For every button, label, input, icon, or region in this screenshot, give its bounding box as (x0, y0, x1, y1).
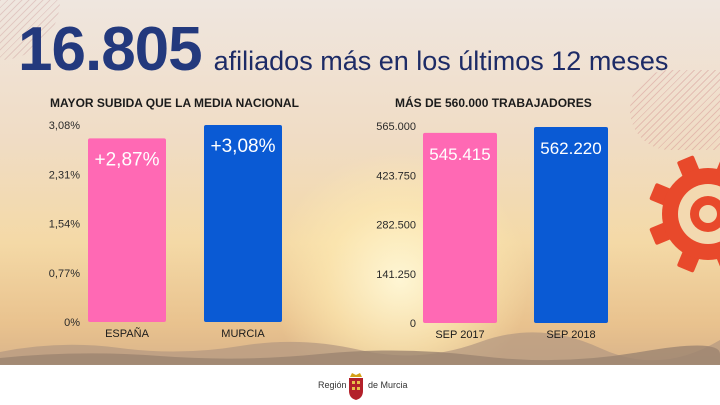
chart1-x-tick-label-1: MURCIA (221, 328, 265, 340)
chart2-y-tick-label: 141.250 (376, 269, 416, 281)
chart1-y-tick-label: 1,54% (49, 219, 80, 231)
chart-2-title: MÁS DE 560.000 TRABAJADORES (395, 96, 592, 110)
chart1-data-label-0: +2,87% (95, 149, 160, 170)
chart2-y-tick-label: 423.750 (376, 170, 416, 182)
chart1-y-tick-label: 3,08% (49, 120, 80, 132)
chart2-bar-1 (534, 126, 608, 324)
logo-text-left: Región (318, 380, 347, 390)
chart2-y-tick-label: 282.500 (376, 220, 416, 232)
chart2-y-tick-label: 0 (410, 318, 416, 330)
chart2-bar-0 (423, 132, 497, 323)
chart2-y-tick-label: 565.000 (376, 121, 416, 133)
chart1-bar-1 (204, 125, 282, 322)
chart1-y-tick-label: 0% (64, 317, 80, 329)
hills-silhouette (0, 332, 720, 365)
chart2-data-label-1: 562.220 (540, 139, 601, 158)
chart-1-title: MAYOR SUBIDA QUE LA MEDIA NACIONAL (50, 96, 299, 110)
logo-text-right: de Murcia (368, 380, 408, 390)
chart1-x-tick-label-0: ESPAÑA (105, 327, 149, 340)
chart1-y-tick-label: 2,31% (49, 169, 80, 181)
chart1-y-tick-label: 0,77% (49, 268, 80, 280)
gear-icon (649, 155, 720, 273)
headline-text: afiliados más en los últimos 12 meses (213, 46, 669, 76)
region-murcia-logo: Región de Murcia (318, 369, 408, 403)
headline: 16.805 afiliados más en los últimos 12 m… (18, 14, 668, 85)
chart1-data-label-1: +3,08% (211, 136, 276, 157)
chart2-x-tick-label-0: SEP 2017 (435, 329, 484, 341)
coat-of-arms-icon (349, 373, 363, 400)
headline-number: 16.805 (18, 15, 203, 84)
decorative-hatch-right (630, 70, 720, 150)
chart2-data-label-0: 545.415 (429, 145, 490, 164)
chart1-bar-0 (88, 138, 166, 322)
chart2-x-tick-label-1: SEP 2018 (546, 329, 595, 341)
